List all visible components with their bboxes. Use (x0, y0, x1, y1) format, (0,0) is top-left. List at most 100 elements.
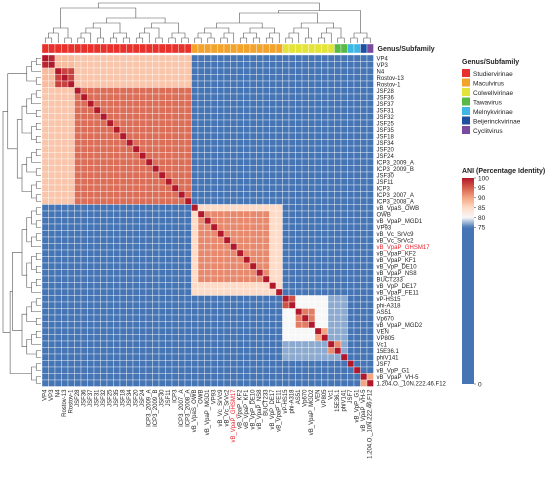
heatmap-cell (74, 210, 82, 218)
heatmap-cell (197, 269, 205, 277)
heatmap-cell (210, 269, 218, 277)
heatmap-cell (256, 379, 264, 387)
dendrogram-branch (109, 37, 118, 43)
heatmap-cell (334, 275, 342, 283)
heatmap-cell (184, 93, 192, 101)
heatmap-cell (249, 334, 257, 342)
dendrogram-branch (31, 184, 37, 199)
heatmap-cell (197, 301, 205, 309)
heatmap-cell (106, 126, 114, 134)
heatmap-cell (347, 152, 355, 160)
heatmap-cell (106, 321, 114, 329)
heatmap-cell (100, 54, 108, 62)
heatmap-cell (139, 308, 147, 316)
heatmap-cell (230, 340, 238, 348)
heatmap-cell (217, 152, 225, 160)
heatmap-cell (360, 139, 368, 147)
heatmap-cell (54, 288, 62, 296)
genus-bar-cell (282, 43, 290, 54)
heatmap-cell (269, 275, 277, 283)
heatmap-cell (314, 262, 322, 270)
heatmap-cell (360, 353, 368, 361)
heatmap-cell (321, 236, 329, 244)
heatmap-cell (100, 165, 108, 173)
heatmap-cell (243, 191, 251, 199)
heatmap-cell (119, 100, 127, 108)
heatmap-cell (61, 334, 69, 342)
heatmap-cell (230, 145, 238, 153)
row-label: vB_Vc_SrVc2 (377, 238, 415, 244)
heatmap-cell (334, 126, 342, 134)
heatmap-cell (347, 360, 355, 368)
column-label: AS51 (296, 389, 302, 404)
heatmap-cell (269, 223, 277, 231)
row-label: vP-HS15 (377, 297, 402, 303)
heatmap-cell (236, 178, 244, 186)
heatmap-cell (334, 100, 342, 108)
heatmap-cell (204, 262, 212, 270)
heatmap-cell (119, 249, 127, 257)
heatmap-cell (288, 334, 296, 342)
heatmap-cell (80, 282, 88, 290)
heatmap-cell (217, 366, 225, 374)
dendrogram-branch (113, 32, 127, 38)
heatmap-cell (113, 191, 121, 199)
heatmap-cell (113, 288, 121, 296)
heatmap-cell (236, 126, 244, 134)
colorbar-tick-label: 100 (478, 175, 489, 182)
heatmap-cell (171, 340, 179, 348)
heatmap-cell (145, 100, 153, 108)
row-label: JSF30 (377, 173, 395, 179)
heatmap-cell (256, 275, 264, 283)
dendrogram-branch (194, 37, 202, 43)
heatmap-cell (132, 275, 140, 283)
heatmap-cell (152, 353, 160, 361)
heatmap-cell (61, 340, 69, 348)
heatmap-cell (80, 113, 88, 121)
heatmap-cell (340, 347, 348, 355)
heatmap-cell (314, 106, 322, 114)
heatmap-cell (106, 295, 114, 303)
heatmap-cell (321, 379, 329, 387)
heatmap-cell (243, 165, 251, 173)
heatmap-cell (74, 139, 82, 147)
heatmap-cell (61, 282, 69, 290)
heatmap-cell (139, 197, 147, 205)
heatmap-cell (308, 119, 316, 127)
heatmap-cell (171, 230, 179, 238)
heatmap-cell (132, 223, 140, 231)
heatmap-cell (236, 223, 244, 231)
heatmap-cell (87, 249, 95, 257)
heatmap-cell (67, 366, 75, 374)
heatmap-cell (288, 197, 296, 205)
heatmap-cell (113, 113, 121, 121)
heatmap-cell (184, 54, 192, 62)
heatmap-cell (288, 67, 296, 75)
row-label: JSF20 (377, 147, 395, 153)
heatmap-cell (217, 197, 225, 205)
heatmap-cell (340, 373, 348, 381)
heatmap-cell (347, 249, 355, 257)
heatmap-cell (340, 126, 348, 134)
heatmap-cell (139, 61, 147, 69)
heatmap-cell (165, 106, 173, 114)
heatmap-cell (113, 327, 121, 335)
heatmap-cell (113, 204, 121, 212)
heatmap-cell (223, 379, 231, 387)
heatmap-cell (48, 74, 56, 82)
heatmap-cell (178, 301, 186, 309)
heatmap-cell (210, 171, 218, 179)
heatmap-cell (93, 126, 101, 134)
heatmap-cell (282, 321, 290, 329)
heatmap-cell (321, 171, 329, 179)
heatmap-cell (145, 139, 153, 147)
heatmap-cell (236, 373, 244, 381)
heatmap-cell (243, 373, 251, 381)
heatmap-cell (204, 288, 212, 296)
heatmap-cell (340, 119, 348, 127)
heatmap-cell (145, 334, 153, 342)
heatmap-cell (204, 347, 212, 355)
heatmap-cell (74, 327, 82, 335)
heatmap-cell (171, 288, 179, 296)
heatmap-cell (93, 191, 101, 199)
